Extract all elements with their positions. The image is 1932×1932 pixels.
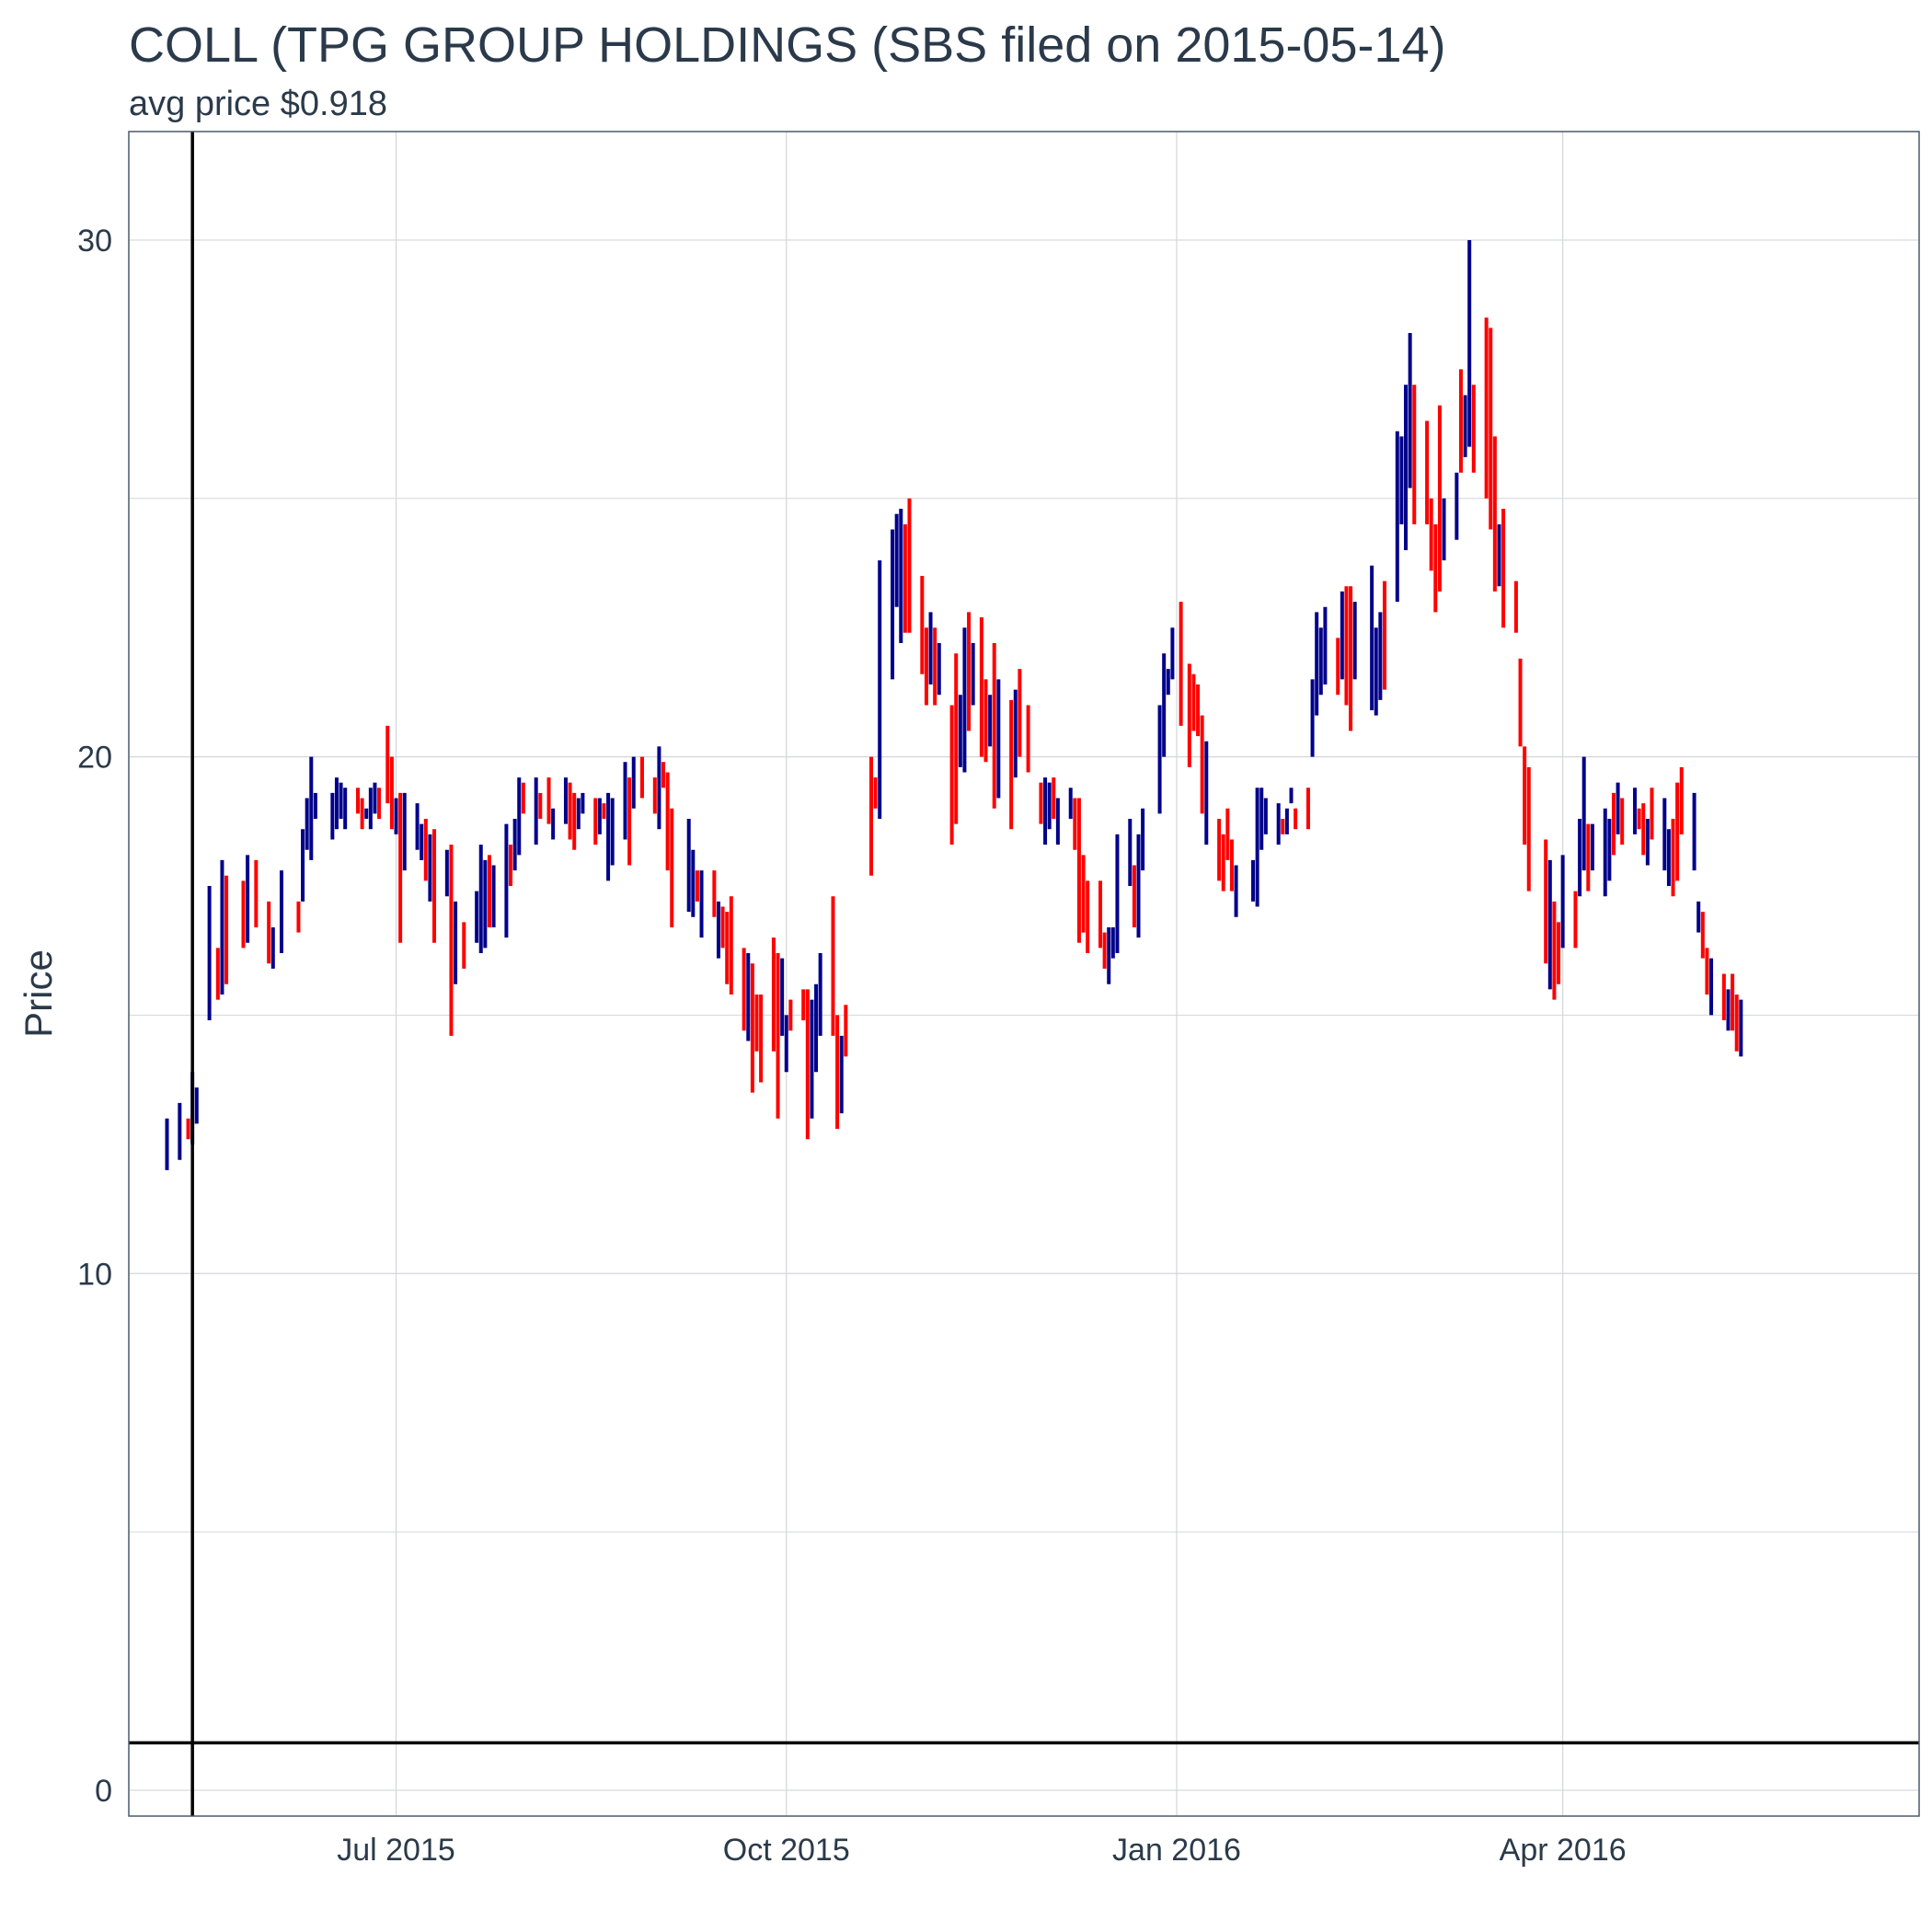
axis-layer: 0 10 20 30 Jul 2015 Oct 2015 Jan 2016 Apr 2016 [77,224,1626,1868]
x-tick-label: Apr 2016 [1500,1833,1627,1868]
grid-layer [129,132,1919,1816]
x-tick-label: Jul 2015 [337,1833,455,1868]
chart-subtitle: avg price $0.918 [129,85,387,123]
reference-lines [129,132,1919,1816]
y-tick-label: 20 [77,741,112,776]
y-tick-label: 30 [77,224,112,259]
x-tick-label: Oct 2015 [723,1833,850,1868]
candle-layer [165,239,1743,1170]
chart-title: COLL (TPG GROUP HOLDINGS (SBS filed on 2… [129,17,1446,73]
x-tick-label: Jan 2016 [1112,1833,1241,1868]
panel-border [128,131,1920,1817]
y-tick-label: 0 [95,1774,112,1809]
y-tick-label: 10 [77,1257,112,1292]
